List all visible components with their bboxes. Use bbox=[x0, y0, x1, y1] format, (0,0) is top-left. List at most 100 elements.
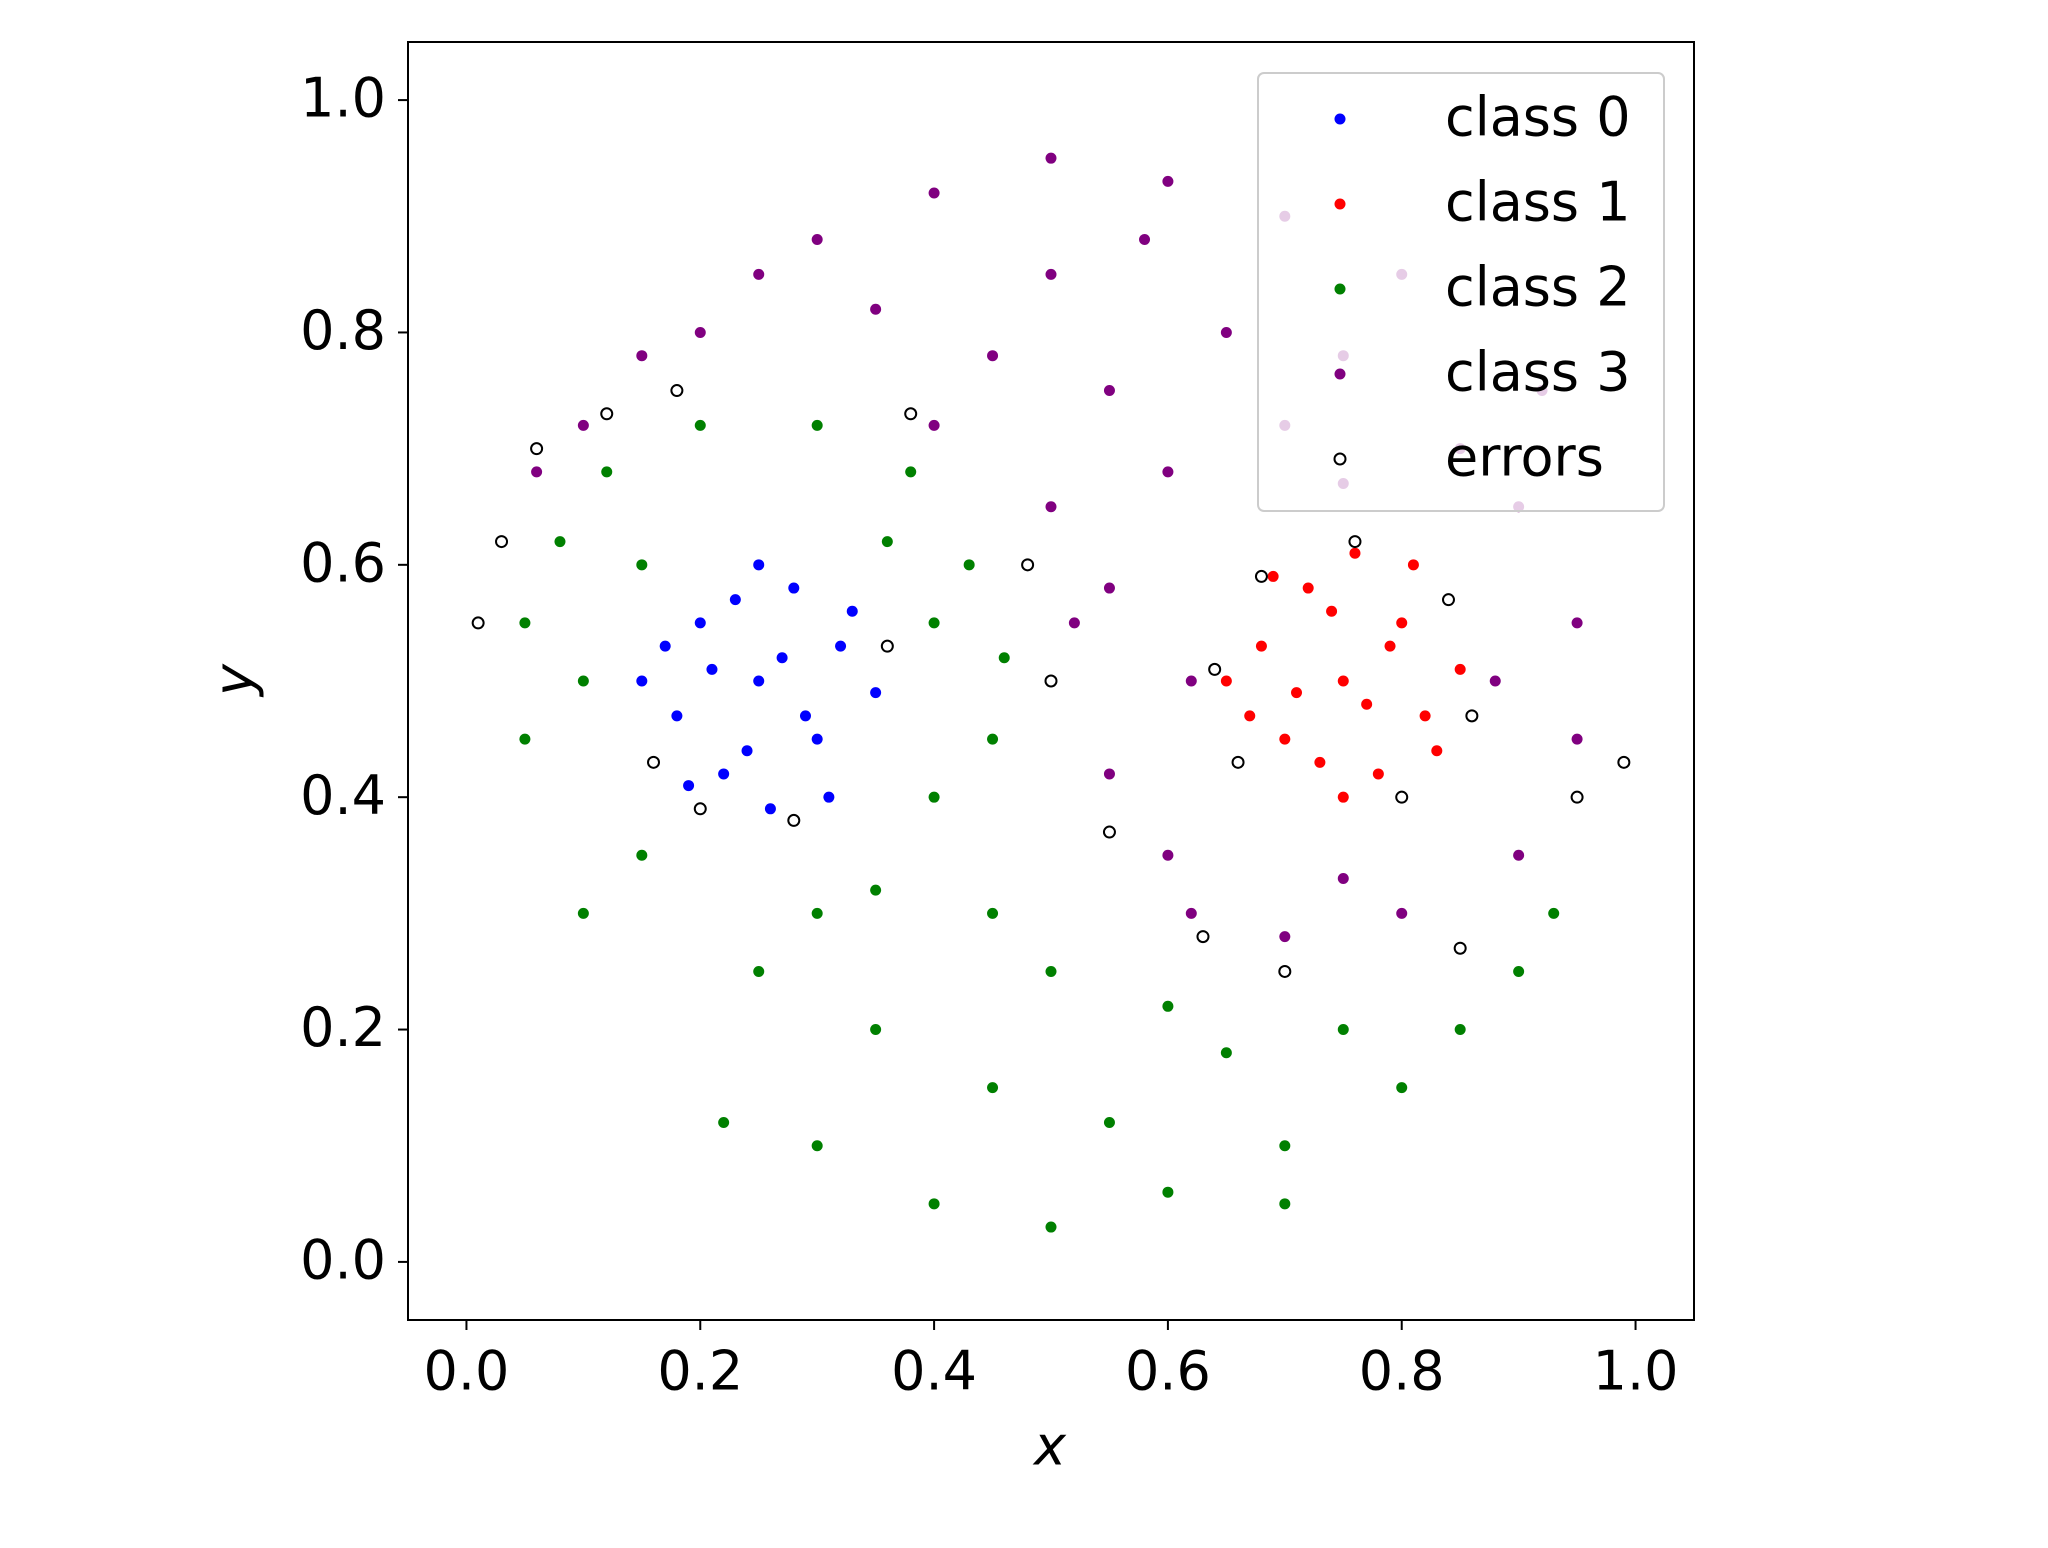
point bbox=[1617, 755, 1631, 769]
point bbox=[776, 652, 788, 664]
point bbox=[693, 802, 707, 816]
legend-marker bbox=[1334, 113, 1346, 125]
point bbox=[1361, 698, 1373, 710]
point bbox=[880, 639, 894, 653]
point bbox=[519, 617, 531, 629]
point bbox=[1441, 593, 1455, 607]
point bbox=[1513, 849, 1525, 861]
x-tick-label: 0.6 bbox=[1125, 1340, 1211, 1403]
point bbox=[1255, 640, 1267, 652]
legend-label: class 0 bbox=[1445, 86, 1631, 149]
point bbox=[1231, 755, 1245, 769]
point bbox=[1279, 733, 1291, 745]
point bbox=[753, 268, 765, 280]
point bbox=[1279, 1140, 1291, 1152]
x-axis-label: x bbox=[1032, 1415, 1067, 1478]
point bbox=[1570, 790, 1584, 804]
point bbox=[811, 733, 823, 745]
point bbox=[753, 559, 765, 571]
point bbox=[905, 466, 917, 478]
point bbox=[1454, 1024, 1466, 1036]
point bbox=[554, 536, 566, 548]
point bbox=[729, 594, 741, 606]
point bbox=[1513, 965, 1525, 977]
y-tick-label: 1.0 bbox=[300, 67, 386, 130]
point bbox=[1162, 1186, 1174, 1198]
point bbox=[1045, 965, 1057, 977]
point bbox=[1396, 617, 1408, 629]
point bbox=[823, 791, 835, 803]
point bbox=[1185, 907, 1197, 919]
point bbox=[1045, 1221, 1057, 1233]
point bbox=[671, 710, 683, 722]
x-tick-label: 0.0 bbox=[424, 1340, 510, 1403]
point bbox=[1196, 930, 1210, 944]
point bbox=[928, 1198, 940, 1210]
point bbox=[694, 326, 706, 338]
point bbox=[1396, 1082, 1408, 1094]
point bbox=[1349, 547, 1361, 559]
point bbox=[1021, 558, 1035, 572]
point bbox=[987, 350, 999, 362]
point bbox=[670, 384, 684, 398]
point bbox=[1162, 1000, 1174, 1012]
point bbox=[904, 407, 918, 421]
point bbox=[870, 1024, 882, 1036]
legend-label: class 3 bbox=[1445, 341, 1631, 404]
point bbox=[694, 419, 706, 431]
point bbox=[799, 710, 811, 722]
x-tick-label: 0.2 bbox=[657, 1340, 743, 1403]
point bbox=[1337, 675, 1349, 687]
point bbox=[928, 419, 940, 431]
point bbox=[1045, 501, 1057, 513]
point bbox=[928, 617, 940, 629]
point bbox=[870, 687, 882, 699]
point bbox=[1220, 675, 1232, 687]
point bbox=[1337, 1024, 1349, 1036]
y-tick-label: 0.8 bbox=[300, 299, 386, 362]
point bbox=[1139, 234, 1151, 246]
point bbox=[1103, 385, 1115, 397]
point bbox=[1419, 710, 1431, 722]
point bbox=[764, 803, 776, 815]
point bbox=[846, 605, 858, 617]
point bbox=[1220, 1047, 1232, 1059]
point bbox=[987, 1082, 999, 1094]
point bbox=[1337, 873, 1349, 885]
point bbox=[998, 652, 1010, 664]
point bbox=[647, 755, 661, 769]
point bbox=[811, 1140, 823, 1152]
point bbox=[1395, 790, 1409, 804]
point bbox=[870, 884, 882, 896]
x-tick-label: 1.0 bbox=[1593, 1340, 1679, 1403]
point bbox=[636, 350, 648, 362]
point bbox=[811, 234, 823, 246]
point bbox=[683, 780, 695, 792]
point bbox=[1571, 617, 1583, 629]
x-tick-label: 0.4 bbox=[891, 1340, 977, 1403]
point bbox=[1454, 663, 1466, 675]
point bbox=[928, 791, 940, 803]
y-tick-label: 0.6 bbox=[300, 531, 386, 594]
point bbox=[928, 187, 940, 199]
point bbox=[753, 965, 765, 977]
point bbox=[1103, 1116, 1115, 1128]
point bbox=[1103, 768, 1115, 780]
point bbox=[1045, 152, 1057, 164]
legend-box bbox=[1257, 72, 1665, 512]
point bbox=[1489, 675, 1501, 687]
point bbox=[471, 616, 485, 630]
point bbox=[519, 733, 531, 745]
point bbox=[495, 535, 509, 549]
point bbox=[1162, 175, 1174, 187]
point bbox=[636, 849, 648, 861]
point bbox=[811, 419, 823, 431]
legend-label: class 2 bbox=[1445, 256, 1631, 319]
point bbox=[1384, 640, 1396, 652]
y-tick-label: 0.2 bbox=[300, 996, 386, 1059]
y-tick-label: 0.4 bbox=[300, 764, 386, 827]
point bbox=[881, 536, 893, 548]
point bbox=[1279, 1198, 1291, 1210]
legend-label: class 1 bbox=[1445, 171, 1631, 234]
